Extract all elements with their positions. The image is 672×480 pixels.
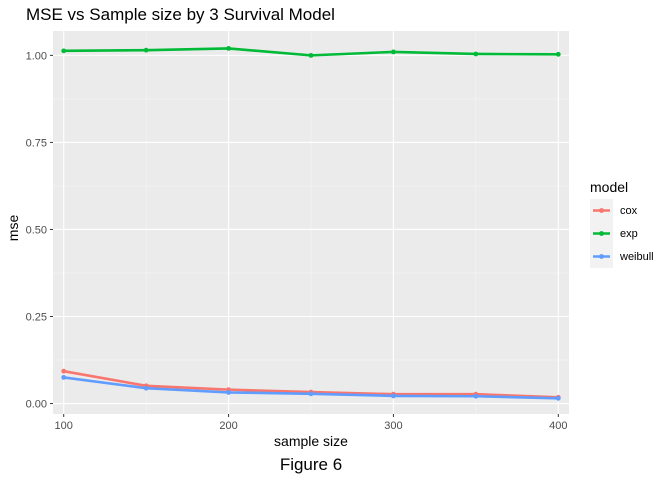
x-tick-label: 200 xyxy=(219,420,237,432)
legend-title: model xyxy=(590,179,628,195)
data-point-weibull xyxy=(555,395,561,401)
data-point-weibull xyxy=(473,393,479,399)
legend-label-weibull: weibull xyxy=(619,251,654,263)
legend-label-cox: cox xyxy=(620,205,638,217)
data-point-exp xyxy=(391,49,396,55)
chart-title: MSE vs Sample size by 3 Survival Model xyxy=(26,5,335,24)
y-tick-label: 0.00 xyxy=(26,399,47,411)
y-tick-label: 0.25 xyxy=(26,312,47,324)
series-layer xyxy=(61,46,561,401)
data-point-weibull xyxy=(226,390,231,395)
y-axis-label: mse xyxy=(5,215,21,242)
figure-caption: Figure 6 xyxy=(280,455,342,474)
legend-label-exp: exp xyxy=(620,228,638,240)
data-point-exp xyxy=(473,51,479,57)
data-point-exp xyxy=(143,47,149,53)
data-point-exp xyxy=(308,52,314,58)
legend-items: cox exp weibull xyxy=(590,199,654,268)
y-tick-label: 0.50 xyxy=(26,224,47,236)
legend-point-cox xyxy=(599,208,604,213)
x-axis-ticks: 100 200 300 400 xyxy=(55,414,567,432)
x-tick-label: 400 xyxy=(549,420,567,432)
data-point-weibull xyxy=(391,393,396,399)
minor-gridlines xyxy=(53,31,569,414)
data-point-cox xyxy=(61,368,67,374)
legend: model cox exp weibull xyxy=(590,179,654,268)
legend-point-weibull xyxy=(599,254,604,259)
y-axis-ticks: 0.00 0.25 0.50 0.75 1.00 xyxy=(26,50,53,411)
x-tick-label: 100 xyxy=(55,420,73,432)
legend-point-exp xyxy=(599,231,604,236)
y-tick-label: 0.75 xyxy=(26,137,47,149)
x-axis-label: sample size xyxy=(274,433,348,449)
data-point-weibull xyxy=(308,391,314,397)
data-point-exp xyxy=(61,48,67,54)
data-point-exp xyxy=(555,51,561,57)
data-point-exp xyxy=(226,46,231,51)
data-point-weibull xyxy=(143,385,149,391)
data-point-weibull xyxy=(61,375,67,380)
y-tick-label: 1.00 xyxy=(26,50,47,62)
x-tick-label: 300 xyxy=(384,420,402,432)
